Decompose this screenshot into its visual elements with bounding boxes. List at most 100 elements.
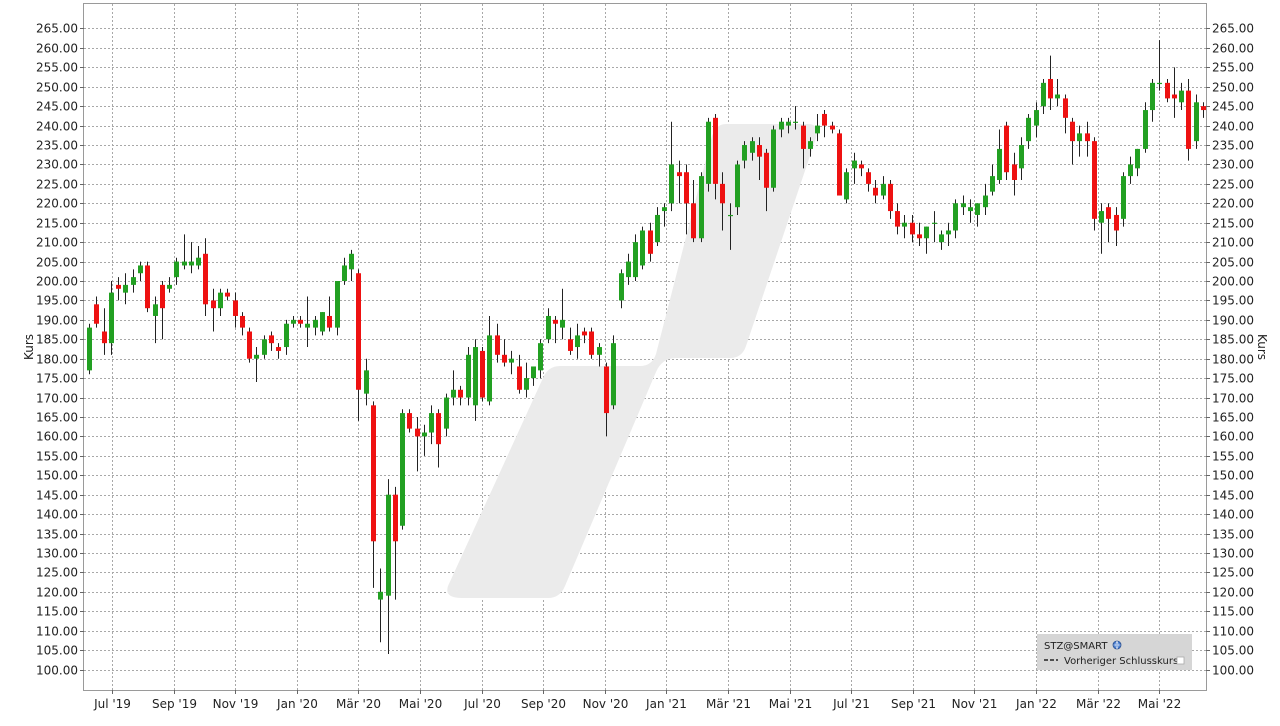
candle-body	[305, 323, 310, 328]
candle-body	[87, 327, 92, 371]
candle-body	[961, 203, 966, 208]
candle-body	[203, 253, 208, 305]
candle-body	[218, 292, 223, 309]
candle-body	[473, 347, 478, 406]
candle-body	[983, 195, 988, 208]
candle	[1150, 78, 1155, 122]
candle-body	[407, 413, 412, 429]
candle-body	[517, 366, 522, 390]
x-axis: Jul '19 Sep '19 Nov '19 Jan '20 Mär '20 Mai '…	[93, 690, 1181, 711]
x-tick-label: Jul '20	[463, 697, 501, 711]
y-tick-label-right: 155.00	[1212, 450, 1254, 464]
plot-frame	[83, 3, 1207, 691]
candle	[939, 230, 944, 250]
y-tick-label-left: 230.00	[36, 158, 78, 172]
y-tick-label-right: 195.00	[1212, 294, 1254, 308]
candle-body	[262, 339, 267, 355]
candle	[524, 362, 529, 398]
candle-body	[669, 164, 674, 204]
candle	[902, 214, 907, 239]
candle-body	[742, 145, 747, 161]
candle-body	[531, 366, 536, 379]
candle-body	[1165, 82, 1170, 99]
candle-body	[1106, 207, 1111, 219]
y-tick-label-left: 160.00	[36, 430, 78, 444]
y-tick-label-left: 240.00	[36, 120, 78, 134]
candle-body	[495, 335, 500, 355]
candle-body	[633, 242, 638, 278]
candle-body	[881, 183, 886, 196]
candle-body	[211, 300, 216, 309]
x-tick-label: Sep '20	[521, 697, 566, 711]
x-tick-label: Jan '20	[276, 697, 318, 711]
candle-body	[568, 339, 573, 351]
candle-body	[225, 292, 230, 297]
candle	[102, 308, 107, 355]
candles-layer	[87, 40, 1206, 654]
y-tick-label-right: 255.00	[1212, 61, 1254, 75]
candle	[611, 335, 616, 410]
candle-body	[750, 141, 755, 153]
candle	[335, 281, 340, 336]
y-tick-label-left: 260.00	[36, 42, 78, 56]
candle-body	[757, 145, 762, 157]
candle-body	[153, 304, 158, 316]
candle	[793, 106, 798, 130]
candle-body	[1150, 82, 1155, 111]
y-tick-label-left: 125.00	[36, 566, 78, 580]
candle	[160, 281, 165, 340]
candle-body	[1012, 164, 1017, 180]
candle	[1114, 207, 1119, 247]
candle	[881, 176, 886, 200]
candle	[538, 339, 543, 379]
y-tick-label-left: 195.00	[36, 294, 78, 308]
candle-body	[254, 354, 259, 359]
x-tick-label: Jan '21	[645, 697, 687, 711]
candle	[771, 125, 776, 192]
candle	[655, 207, 660, 247]
candle	[808, 137, 813, 157]
candle-body	[167, 284, 172, 289]
candle-body	[626, 261, 631, 278]
candle	[269, 331, 274, 351]
candle-body	[677, 172, 682, 177]
legend-entry-label: Vorheriger Schlusskurs	[1064, 656, 1178, 667]
y-tick-label-left: 100.00	[36, 664, 78, 678]
candle-body	[480, 350, 485, 398]
candle-body	[160, 284, 165, 309]
candle	[699, 172, 704, 243]
candle-body	[946, 230, 951, 235]
candle-body	[655, 214, 660, 243]
legend-checkbox[interactable]	[1176, 656, 1185, 665]
y-tick-label-left: 135.00	[36, 528, 78, 542]
candle-body	[546, 315, 551, 340]
legend-box	[1037, 634, 1192, 670]
candle-body	[393, 494, 398, 542]
candle	[1092, 137, 1097, 231]
candle	[415, 416, 420, 472]
y-tick-label-right: 215.00	[1212, 217, 1254, 231]
candle-body	[699, 176, 704, 239]
candle-body	[684, 172, 689, 204]
candle	[822, 110, 827, 138]
y-tick-label-right: 265.00	[1212, 22, 1254, 36]
candle	[728, 203, 733, 250]
candle-body	[233, 300, 238, 316]
candle-body	[975, 203, 980, 215]
y-tick-label-left: 155.00	[36, 450, 78, 464]
candle	[852, 152, 857, 184]
candle-body	[509, 358, 514, 363]
y-tick-label-right: 245.00	[1212, 100, 1254, 114]
candle	[1143, 102, 1148, 153]
candle-body	[298, 319, 303, 324]
candle-body	[291, 319, 296, 324]
candle-body	[1143, 110, 1148, 149]
candle-body	[1077, 133, 1082, 142]
candle	[123, 273, 128, 305]
candle-body	[924, 226, 929, 239]
candle	[1063, 94, 1068, 134]
candle-body	[873, 187, 878, 196]
candle-body	[364, 370, 369, 394]
candle-body	[822, 113, 827, 126]
y-tick-label-left: 205.00	[36, 256, 78, 270]
